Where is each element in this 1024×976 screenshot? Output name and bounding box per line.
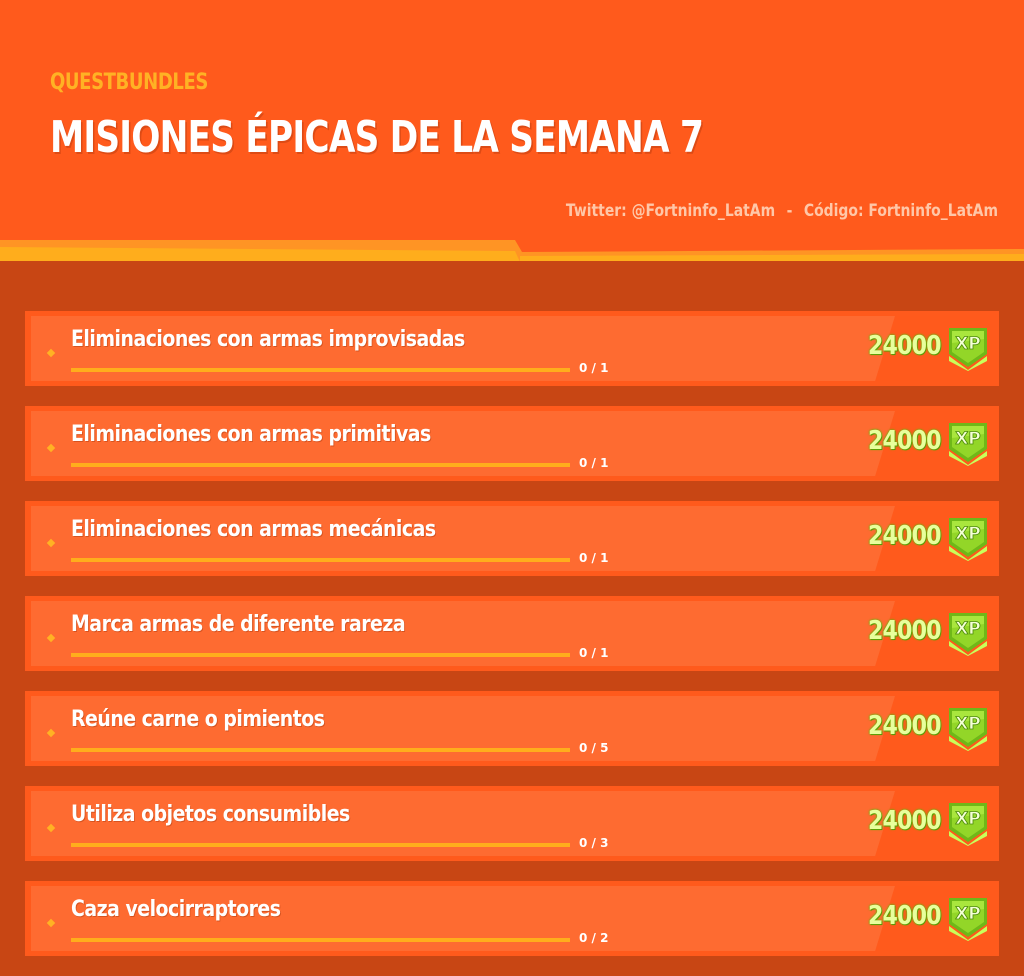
page-header: QUESTBUNDLES MISIONES ÉPICAS DE LA SEMAN… (0, 0, 1024, 262)
quest-row: Eliminaciones con armas primitivas 0 / 1… (25, 406, 999, 481)
reward-value: 24000 (868, 711, 942, 741)
quest-panel: Utiliza objetos consumibles 0 / 3 (31, 791, 895, 856)
reward-value: 24000 (868, 616, 942, 646)
progress-count: 0 / 3 (579, 836, 609, 850)
progress-bar (71, 938, 570, 942)
reward-value: 24000 (868, 521, 942, 551)
quest-row: Caza velocirraptores 0 / 2 24000 XP (25, 881, 999, 956)
quest-name: Marca armas de diferente rareza (71, 612, 406, 637)
progress-bar (71, 653, 570, 657)
quest-panel: Eliminaciones con armas primitivas 0 / 1 (31, 411, 895, 476)
bullet-icon (46, 348, 56, 358)
quest-panel: Reúne carne o pimientos 0 / 5 (31, 696, 895, 761)
page-supertitle: QUESTBUNDLES (50, 70, 208, 95)
xp-badge-icon: XP (946, 610, 990, 656)
bullet-icon (46, 918, 56, 928)
xp-badge-icon: XP (946, 705, 990, 751)
xp-badge-icon: XP (946, 895, 990, 941)
page-title: MISIONES ÉPICAS DE LA SEMANA 7 (50, 112, 704, 163)
quest-row: Eliminaciones con armas improvisadas 0 /… (25, 311, 999, 386)
reward-value: 24000 (868, 901, 942, 931)
xp-badge-icon: XP (946, 420, 990, 466)
quest-row: Eliminaciones con armas mecánicas 0 / 1 … (25, 501, 999, 576)
progress-bar (71, 558, 570, 562)
twitter-credit: Twitter: @Fortninfo_LatAm (565, 201, 776, 221)
xp-badge-label: XP (955, 904, 981, 924)
quest-name: Eliminaciones con armas mecánicas (71, 517, 436, 542)
xp-badge-label: XP (955, 429, 981, 449)
quest-panel: Caza velocirraptores 0 / 2 (31, 886, 895, 951)
header-stripe (0, 240, 1024, 262)
reward-value: 24000 (868, 806, 942, 836)
xp-badge-icon: XP (946, 800, 990, 846)
progress-count: 0 / 2 (579, 931, 609, 945)
reward-value: 24000 (868, 426, 942, 456)
xp-badge-label: XP (955, 619, 981, 639)
quest-row: Utiliza objetos consumibles 0 / 3 24000 … (25, 786, 999, 861)
progress-count: 0 / 1 (579, 551, 609, 565)
quest-name: Caza velocirraptores (71, 897, 281, 922)
progress-count: 0 / 1 (579, 456, 609, 470)
progress-count: 0 / 1 (579, 361, 609, 375)
quest-name: Reúne carne o pimientos (71, 707, 325, 732)
xp-badge-label: XP (955, 809, 981, 829)
quest-name: Eliminaciones con armas improvisadas (71, 327, 465, 352)
quest-row: Reúne carne o pimientos 0 / 5 24000 XP (25, 691, 999, 766)
progress-count: 0 / 1 (579, 646, 609, 660)
progress-bar (71, 463, 570, 467)
progress-count: 0 / 5 (579, 741, 609, 755)
bullet-icon (46, 633, 56, 643)
xp-badge-label: XP (955, 334, 981, 354)
xp-badge-icon: XP (946, 515, 990, 561)
xp-badge-label: XP (955, 524, 981, 544)
progress-bar (71, 748, 570, 752)
code-credit: Código: Fortninfo_LatAm (803, 201, 998, 221)
credits-separator: - (786, 201, 793, 221)
quest-panel: Eliminaciones con armas mecánicas 0 / 1 (31, 506, 895, 571)
progress-bar (71, 368, 570, 372)
bullet-icon (46, 443, 56, 453)
reward-value: 24000 (868, 331, 942, 361)
xp-badge-label: XP (955, 714, 981, 734)
quest-panel: Eliminaciones con armas improvisadas 0 /… (31, 316, 895, 381)
quest-name: Utiliza objetos consumibles (71, 802, 350, 827)
bullet-icon (46, 823, 56, 833)
bullet-icon (46, 728, 56, 738)
credits-line: Twitter: @Fortninfo_LatAm - Código: Fortni… (566, 201, 998, 221)
quest-list: Eliminaciones con armas improvisadas 0 /… (25, 311, 999, 976)
quest-panel: Marca armas de diferente rareza 0 / 1 (31, 601, 895, 666)
quest-name: Eliminaciones con armas primitivas (71, 422, 431, 447)
quest-row: Marca armas de diferente rareza 0 / 1 24… (25, 596, 999, 671)
xp-badge-icon: XP (946, 325, 990, 371)
bullet-icon (46, 538, 56, 548)
progress-bar (71, 843, 570, 847)
